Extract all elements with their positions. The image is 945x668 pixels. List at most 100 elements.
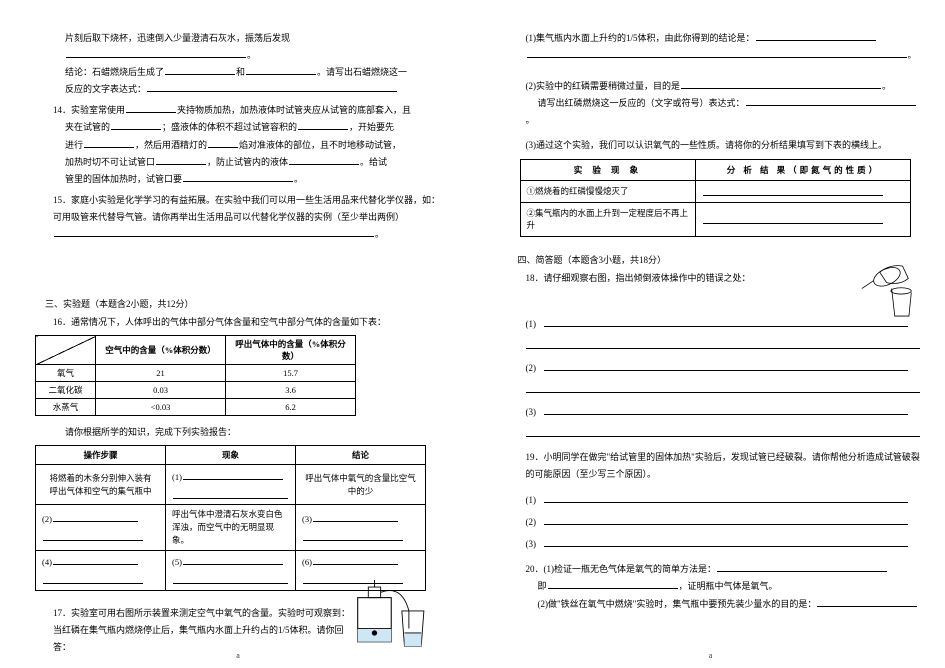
answer-line-cont xyxy=(526,339,921,351)
blank xyxy=(526,383,921,393)
blank xyxy=(183,554,283,565)
blank xyxy=(289,154,359,165)
q13-l3: 和 xyxy=(236,67,245,77)
cell: ①燃烧着的红磷慢慢熄灭了 xyxy=(520,180,696,202)
cell: (5) xyxy=(166,550,296,590)
q14-i: ，防止试管内的液体 xyxy=(207,157,288,167)
table-row: 氧气2115.7 xyxy=(36,365,356,382)
nitrogen-properties-table: 实 验 现 象 分 析 结 果（即氮气的性质） ①燃烧着的红磷慢慢熄灭了 ②集气… xyxy=(520,159,912,238)
q19-answers: (1) (2) (3) xyxy=(508,493,921,549)
table-row: 将燃着的木条分别伸入装有 呼出气体和空气的集气瓶中 (1) 呼出气体中氧气的含量… xyxy=(36,465,426,505)
cell: 6.2 xyxy=(226,399,356,416)
r1: (1)集气瓶内水面上升约的1/5体积，由此你得到的结论是： 。 xyxy=(508,30,921,64)
label: (3) xyxy=(526,539,544,549)
r3-head: (3)通过这个实验，我们可以认识氧气的一些性质。请将你的分析结果填写到下表的横线… xyxy=(526,140,888,150)
concl-label: (3) xyxy=(302,514,312,524)
blank xyxy=(53,554,138,565)
cell: 二氧化碳 xyxy=(36,382,96,399)
q16-head: 16．通常情况下，人体呼出的气体中部分气体含量和空气中部分气体的含量如下表： xyxy=(35,314,448,331)
q19-head: 19．小明同学在做完"给试管里的固体加热"实验后，发现试管已经破裂。请你帮他分析… xyxy=(526,452,920,479)
blank xyxy=(246,64,316,75)
experiment-report-table: 操作步骤 现象 结论 将燃着的木条分别伸入装有 呼出气体和空气的集气瓶中 (1)… xyxy=(35,445,426,590)
q19: 19．小明同学在做完"给试管里的固体加热"实验后，发现试管已经破裂。请你帮他分析… xyxy=(508,449,921,483)
cell: 21 xyxy=(96,365,226,382)
tbl2-h3: 结论 xyxy=(296,446,426,465)
left-page: 片刻后取下烧杯，迅速倒入少量澄清石灰水，振荡后发现。 结论：石蜡燃烧后生成了和。… xyxy=(0,0,473,668)
blank xyxy=(156,154,206,165)
step-label: (2) xyxy=(42,514,52,524)
cell: (1) xyxy=(166,465,296,505)
q18-answers: (1) (2) (3) xyxy=(508,317,921,439)
blank xyxy=(183,171,293,182)
answer-line: (2) xyxy=(526,361,921,373)
blank xyxy=(298,119,348,130)
blank xyxy=(126,102,176,113)
table-row: 二氧化碳0.033.6 xyxy=(36,382,356,399)
cell: 呼出气体中氧气的含量比空气中的少 xyxy=(296,465,426,505)
q13-l1: 片刻后取下烧杯，迅速倒入少量澄清石灰水，振荡后发现 xyxy=(65,33,290,43)
q20-c: ，证明瓶中气体是氧气。 xyxy=(679,581,778,591)
blank xyxy=(147,81,397,92)
blank xyxy=(548,578,678,589)
tbl2-h1: 操作步骤 xyxy=(36,446,166,465)
label: (3) xyxy=(526,407,544,417)
blank xyxy=(703,213,883,224)
blank xyxy=(53,511,138,522)
cell: 将燃着的木条分别伸入装有 呼出气体和空气的集气瓶中 xyxy=(36,465,166,505)
q15-text: 15．家庭小实验是化学学习的有益拓展。在实验中我们可以用一些生活用品来代替化学仪… xyxy=(35,192,448,243)
cell: 15.7 xyxy=(226,365,356,382)
blank xyxy=(526,339,921,349)
blank xyxy=(681,78,881,89)
blank xyxy=(84,137,134,148)
cell: (3) xyxy=(296,505,426,550)
q15: 15．家庭小实验是化学学习的有益拓展。在实验中我们可以用一些生活用品来代替化学仪… xyxy=(53,195,440,222)
q14-c: ；盛液体的体积不超过试管容积的 xyxy=(162,122,297,132)
answer-line: (3) xyxy=(526,405,921,417)
table-row: ①燃烧着的红磷慢慢熄灭了 xyxy=(520,180,911,202)
q14-j: 。给试 xyxy=(360,157,387,167)
tbl1-h2: 呼出气体中的含量（%体积分数） xyxy=(226,336,356,365)
step-label: (4) xyxy=(42,557,52,567)
blank xyxy=(746,95,916,106)
q13-l5: 反应的文字表达式： xyxy=(65,84,146,94)
blank xyxy=(313,554,398,565)
q14-d: ，开始要先 xyxy=(349,122,394,132)
cell: <0.03 xyxy=(96,399,226,416)
label: (2) xyxy=(526,517,544,527)
phen-label: (5) xyxy=(172,557,182,567)
tbl1-h1: 空气中的含量（%体积分数） xyxy=(96,336,226,365)
q17-text: 17．实验室可用右图所示装置来测定空气中氧气的含量。实验时可观察到：当红磷在集气… xyxy=(35,605,448,656)
table-row: (2) 呼出气体中澄清石灰水变白色浑浊，而空气中的无明显现象。 (3) xyxy=(36,505,426,550)
r2-head: (2)实验中的红磷需要稍微过量，目的是 xyxy=(526,81,681,91)
q20-b: 即 xyxy=(538,581,547,591)
section3-title: 三、实验题（本题含2小题，共12分） xyxy=(35,297,448,310)
cell: (2) xyxy=(36,505,166,550)
tbl3-h2: 分 析 结 果（即氮气的性质） xyxy=(696,159,911,180)
q14-a: 夹持物质加热，加热液体时试管夹应从试管的底部套入，且 xyxy=(177,105,411,115)
q14-g: 焰对准液体的部位，且不时地移动试管， xyxy=(239,140,401,150)
spacer xyxy=(35,243,448,283)
q20: 20．(1)检证一瓶无色气体是氧气的简单方法是： 即，证明瓶中气体是氧气。 (2… xyxy=(508,561,921,612)
q18: 18．请仔细观察右图，指出倾倒液体操作中的错误之处： xyxy=(508,270,921,287)
cell: 3.6 xyxy=(226,382,356,399)
blank xyxy=(313,511,398,522)
q13-l2: 结论：石蜡燃烧后生成了 xyxy=(65,67,164,77)
q14-b: 夹在试管的 xyxy=(65,122,110,132)
table-row: ②集气瓶内的水面上升到一定程度后不再上升 xyxy=(520,202,911,237)
q20-head: 20．(1)检证一瓶无色气体是氧气的简单方法是： xyxy=(526,564,717,574)
q14-head: 14．实验室常使用 xyxy=(53,105,125,115)
phen-label: (1) xyxy=(172,472,182,482)
cell: 呼出气体中澄清石灰水变白色浑浊，而空气中的无明显现象。 xyxy=(166,505,296,550)
q18-head: 18．请仔细观察右图，指出倾倒液体操作中的错误之处： xyxy=(526,273,751,283)
cell: ②集气瓶内的水面上升到一定程度后不再上升 xyxy=(520,202,696,237)
tbl2-h2: 现象 xyxy=(166,446,296,465)
blank xyxy=(703,185,883,196)
blank xyxy=(544,361,909,371)
label: (1) xyxy=(526,319,544,329)
blank xyxy=(544,405,909,415)
blank xyxy=(717,561,887,572)
cell: 水蒸气 xyxy=(36,399,96,416)
blank xyxy=(526,427,921,437)
q13-l4: 。请写出石蜡燃烧这一 xyxy=(317,67,407,77)
q14-l: 。 xyxy=(294,174,303,184)
